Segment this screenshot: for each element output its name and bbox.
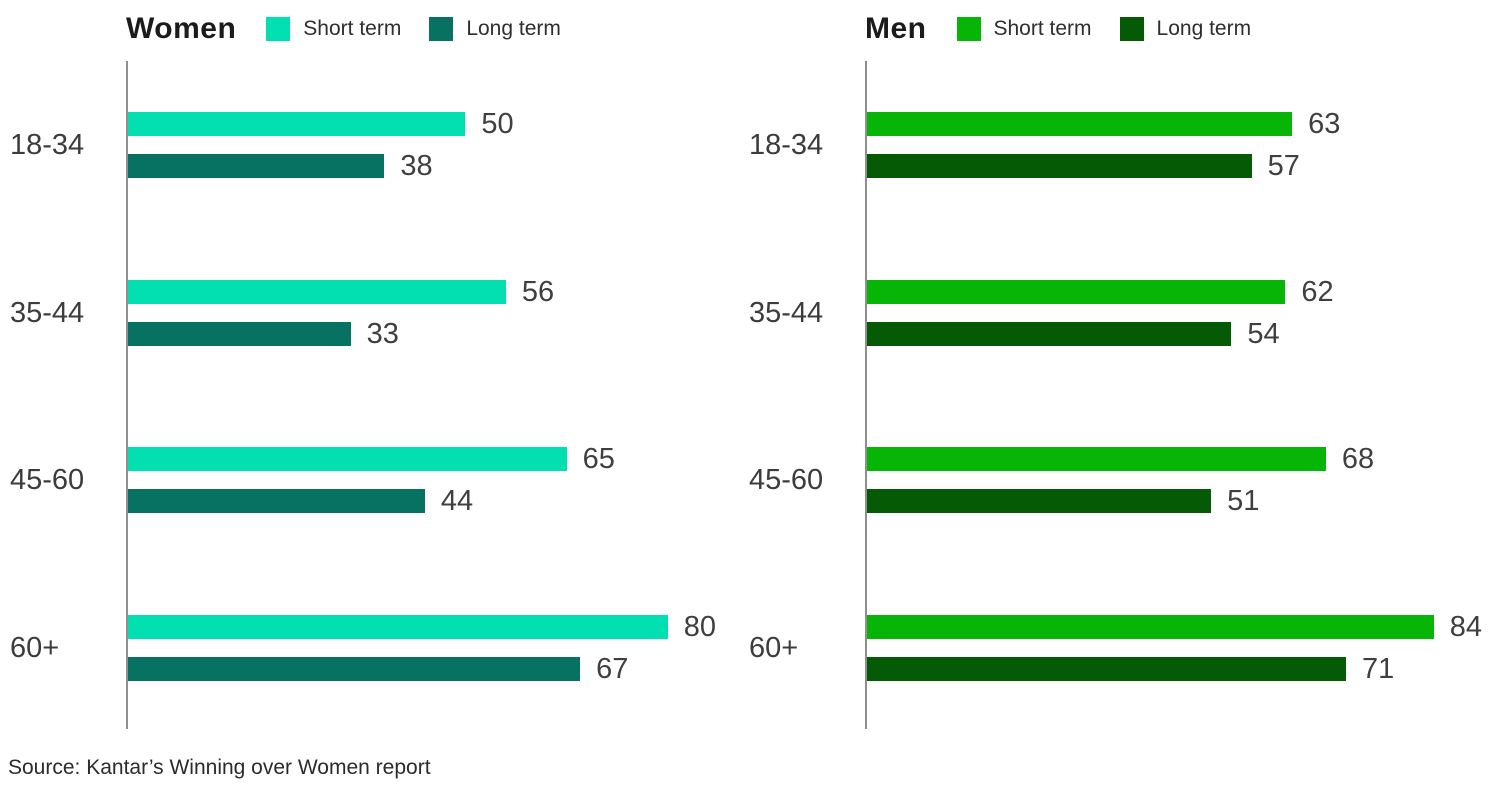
bar-short-term xyxy=(867,447,1326,471)
legend-label-short-term: Short term xyxy=(303,17,402,40)
value-label-short-term: 80 xyxy=(683,610,717,643)
value-label-short-term: 63 xyxy=(1308,108,1341,140)
bar-short-term xyxy=(867,112,1293,136)
category-label: 45-60 xyxy=(749,464,824,496)
value-label-long-term: 71 xyxy=(1362,652,1395,685)
chart-title-women: Women xyxy=(126,12,237,45)
category-label: 35-44 xyxy=(749,296,824,329)
category-label: 18-34 xyxy=(749,129,824,161)
category-label: 60+ xyxy=(749,631,799,664)
legend-item-short-term: Short term xyxy=(956,17,1092,41)
legend-label-short-term: Short term xyxy=(993,17,1092,40)
bar-group-60-: 60+ 84 71 xyxy=(749,610,1493,685)
value-label-short-term: 50 xyxy=(481,108,514,140)
chart-women: Women Short term Long term 18-34 50 38 35-4… xyxy=(0,0,760,745)
legend-men: Short term Long term xyxy=(956,17,1252,41)
bar-group-35-44: 35-44 62 54 xyxy=(749,275,1493,350)
legend-item-short-term: Short term xyxy=(266,17,401,41)
value-label-short-term: 84 xyxy=(1449,610,1483,643)
bar-short-term xyxy=(128,112,466,136)
chart-women-header: Women Short term Long term xyxy=(126,12,561,46)
bar-group-45-60: 45-60 65 44 xyxy=(10,443,754,517)
value-label-long-term: 54 xyxy=(1247,317,1280,350)
legend-item-long-term: Long term xyxy=(429,17,561,41)
bar-long-term xyxy=(867,154,1252,178)
value-label-short-term: 68 xyxy=(1341,443,1375,475)
value-label-long-term: 44 xyxy=(440,485,474,517)
value-label-long-term: 67 xyxy=(596,652,629,685)
bar-short-term xyxy=(867,614,1434,639)
value-label-short-term: 56 xyxy=(521,275,555,308)
value-label-long-term: 57 xyxy=(1267,150,1300,182)
category-label: 45-60 xyxy=(10,464,85,496)
category-label: 35-44 xyxy=(10,296,85,329)
bar-short-term xyxy=(128,279,506,304)
bar-group-18-34: 18-34 63 57 xyxy=(749,108,1493,182)
source-note: Source: Kantar’s Winning over Women repo… xyxy=(8,756,431,779)
plot-area-women: 18-34 50 38 35-44 56 33 45-60 65 44 60+ 80 67 xyxy=(10,61,754,729)
bar-long-term xyxy=(128,656,581,681)
legend-swatch-long-term xyxy=(429,17,454,41)
bar-long-term xyxy=(867,656,1347,681)
legend-swatch-short-term xyxy=(956,17,981,41)
legend-swatch-long-term xyxy=(1119,17,1144,41)
value-label-short-term: 62 xyxy=(1301,275,1334,308)
chart-men-header: Men Short term Long term xyxy=(865,12,1251,46)
value-label-long-term: 33 xyxy=(366,317,399,350)
bar-long-term xyxy=(128,154,385,178)
bar-short-term xyxy=(128,614,668,639)
bar-long-term xyxy=(867,489,1212,513)
chart-title-men: Men xyxy=(865,12,927,45)
category-label: 18-34 xyxy=(10,129,85,161)
bar-short-term xyxy=(128,447,567,471)
bar-long-term xyxy=(128,321,351,346)
value-label-long-term: 38 xyxy=(400,150,433,182)
category-label: 60+ xyxy=(10,631,60,664)
bar-group-35-44: 35-44 56 33 xyxy=(10,275,754,350)
plot-area-men: 18-34 63 57 35-44 62 54 45-60 68 51 60+ 84 71 xyxy=(749,61,1493,729)
bar-long-term xyxy=(867,321,1232,346)
value-label-short-term: 65 xyxy=(582,443,615,475)
chart-men: Men Short term Long term 18-34 63 57 35-44 6… xyxy=(739,0,1499,745)
legend-item-long-term: Long term xyxy=(1119,17,1252,41)
legend-swatch-short-term xyxy=(266,17,291,41)
bar-short-term xyxy=(867,279,1286,304)
legend-women: Short term Long term xyxy=(266,17,561,41)
legend-label-long-term: Long term xyxy=(1156,17,1252,40)
legend-label-long-term: Long term xyxy=(466,17,561,40)
bar-long-term xyxy=(128,489,425,513)
value-label-long-term: 51 xyxy=(1227,485,1260,517)
bar-group-18-34: 18-34 50 38 xyxy=(10,108,754,182)
bar-group-45-60: 45-60 68 51 xyxy=(749,443,1493,517)
bar-group-60-: 60+ 80 67 xyxy=(10,610,754,685)
